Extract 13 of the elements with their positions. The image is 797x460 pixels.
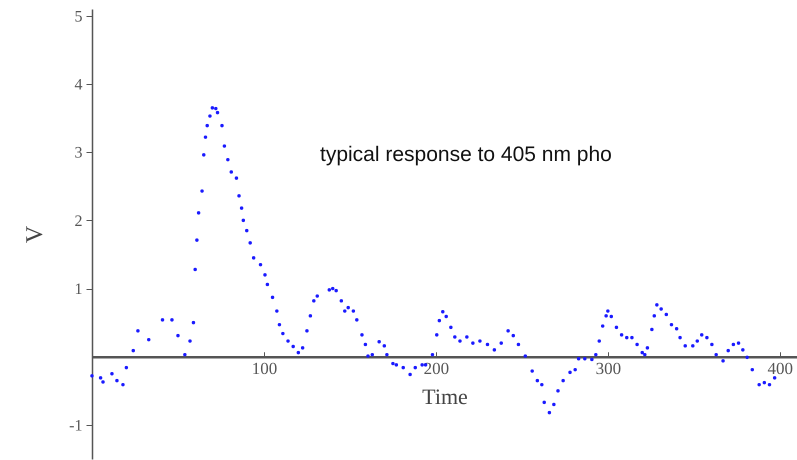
annotation: typical response to 405 nm pho bbox=[320, 143, 612, 166]
x-tick-label: 400 bbox=[768, 359, 794, 378]
x-tick-label: 200 bbox=[424, 359, 450, 378]
y-tick-label: 2 bbox=[74, 212, 82, 230]
x-tick-label: 300 bbox=[596, 359, 622, 378]
y-tick-label: 5 bbox=[74, 8, 82, 26]
x-tick-label: 100 bbox=[252, 359, 278, 378]
y-tick-label: -1 bbox=[69, 417, 82, 434]
x-axis-title: Time bbox=[422, 384, 468, 410]
y-tick-label: 3 bbox=[74, 144, 82, 162]
y-tick-label: 4 bbox=[74, 76, 82, 94]
y-axis-title: V bbox=[22, 225, 48, 244]
y-tick-label: 1 bbox=[74, 281, 82, 298]
